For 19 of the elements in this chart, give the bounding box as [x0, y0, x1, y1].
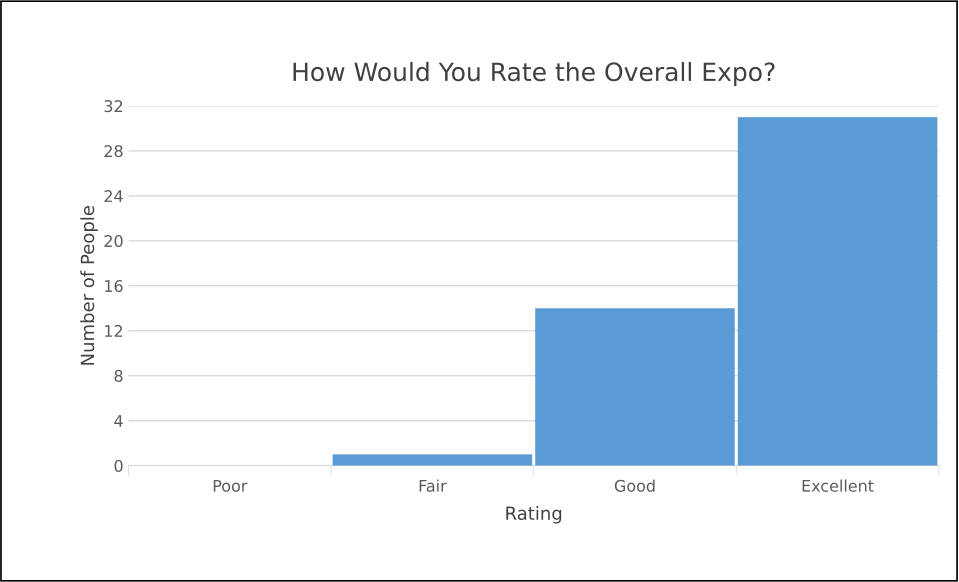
x-tick-label: Excellent	[802, 479, 874, 492]
y-tick-label: 16	[105, 280, 123, 292]
x-tick-label: Poor	[214, 480, 248, 492]
bar	[738, 117, 938, 466]
x-tick-label: Fair	[420, 479, 447, 492]
chart-title: How Would You Rate the Overall Expo?	[294, 62, 775, 86]
x-axis-title: Rating	[506, 506, 562, 524]
y-tick-label: 8	[114, 370, 123, 382]
x-tick-label: Good	[614, 479, 655, 492]
y-tick-label: 20	[104, 235, 123, 248]
y-tick-label: 0	[114, 460, 123, 472]
y-axis-title: Number of People	[80, 206, 98, 365]
y-tick-label: 32	[104, 100, 122, 112]
bar	[332, 454, 532, 466]
y-tick-label: 4	[114, 415, 123, 427]
y-tick-label: 12	[105, 324, 122, 337]
bar	[535, 308, 735, 466]
y-tick-label: 28	[104, 145, 123, 158]
y-tick-label: 24	[104, 190, 123, 202]
